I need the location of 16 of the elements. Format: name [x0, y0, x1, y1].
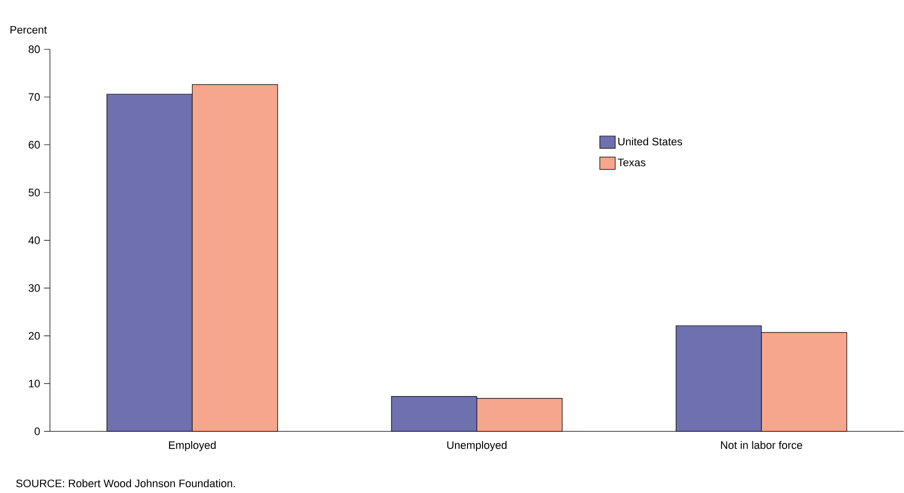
y-tick-label: 30 [28, 284, 40, 292]
source-note: SOURCE: Robert Wood Johnson Foundation. [16, 479, 235, 488]
x-tick-label: Unemployed [447, 440, 507, 451]
y-tick-label: 80 [28, 45, 40, 53]
legend-label: Texas [618, 158, 646, 166]
y-tick-label: 60 [28, 140, 40, 148]
x-tick-label: Not in labor force [721, 440, 802, 449]
y-tick-label: 40 [28, 236, 40, 244]
y-tick-label: 20 [28, 332, 40, 340]
y-tick-label: 70 [28, 93, 40, 101]
y-axis-title: Percent [10, 26, 47, 34]
x-tick-label: Employed [169, 440, 216, 451]
y-tick-label: 0 [34, 427, 40, 435]
legend-label: United States [618, 137, 682, 146]
y-tick-label: 50 [28, 188, 40, 196]
y-tick-label: 10 [29, 380, 40, 388]
